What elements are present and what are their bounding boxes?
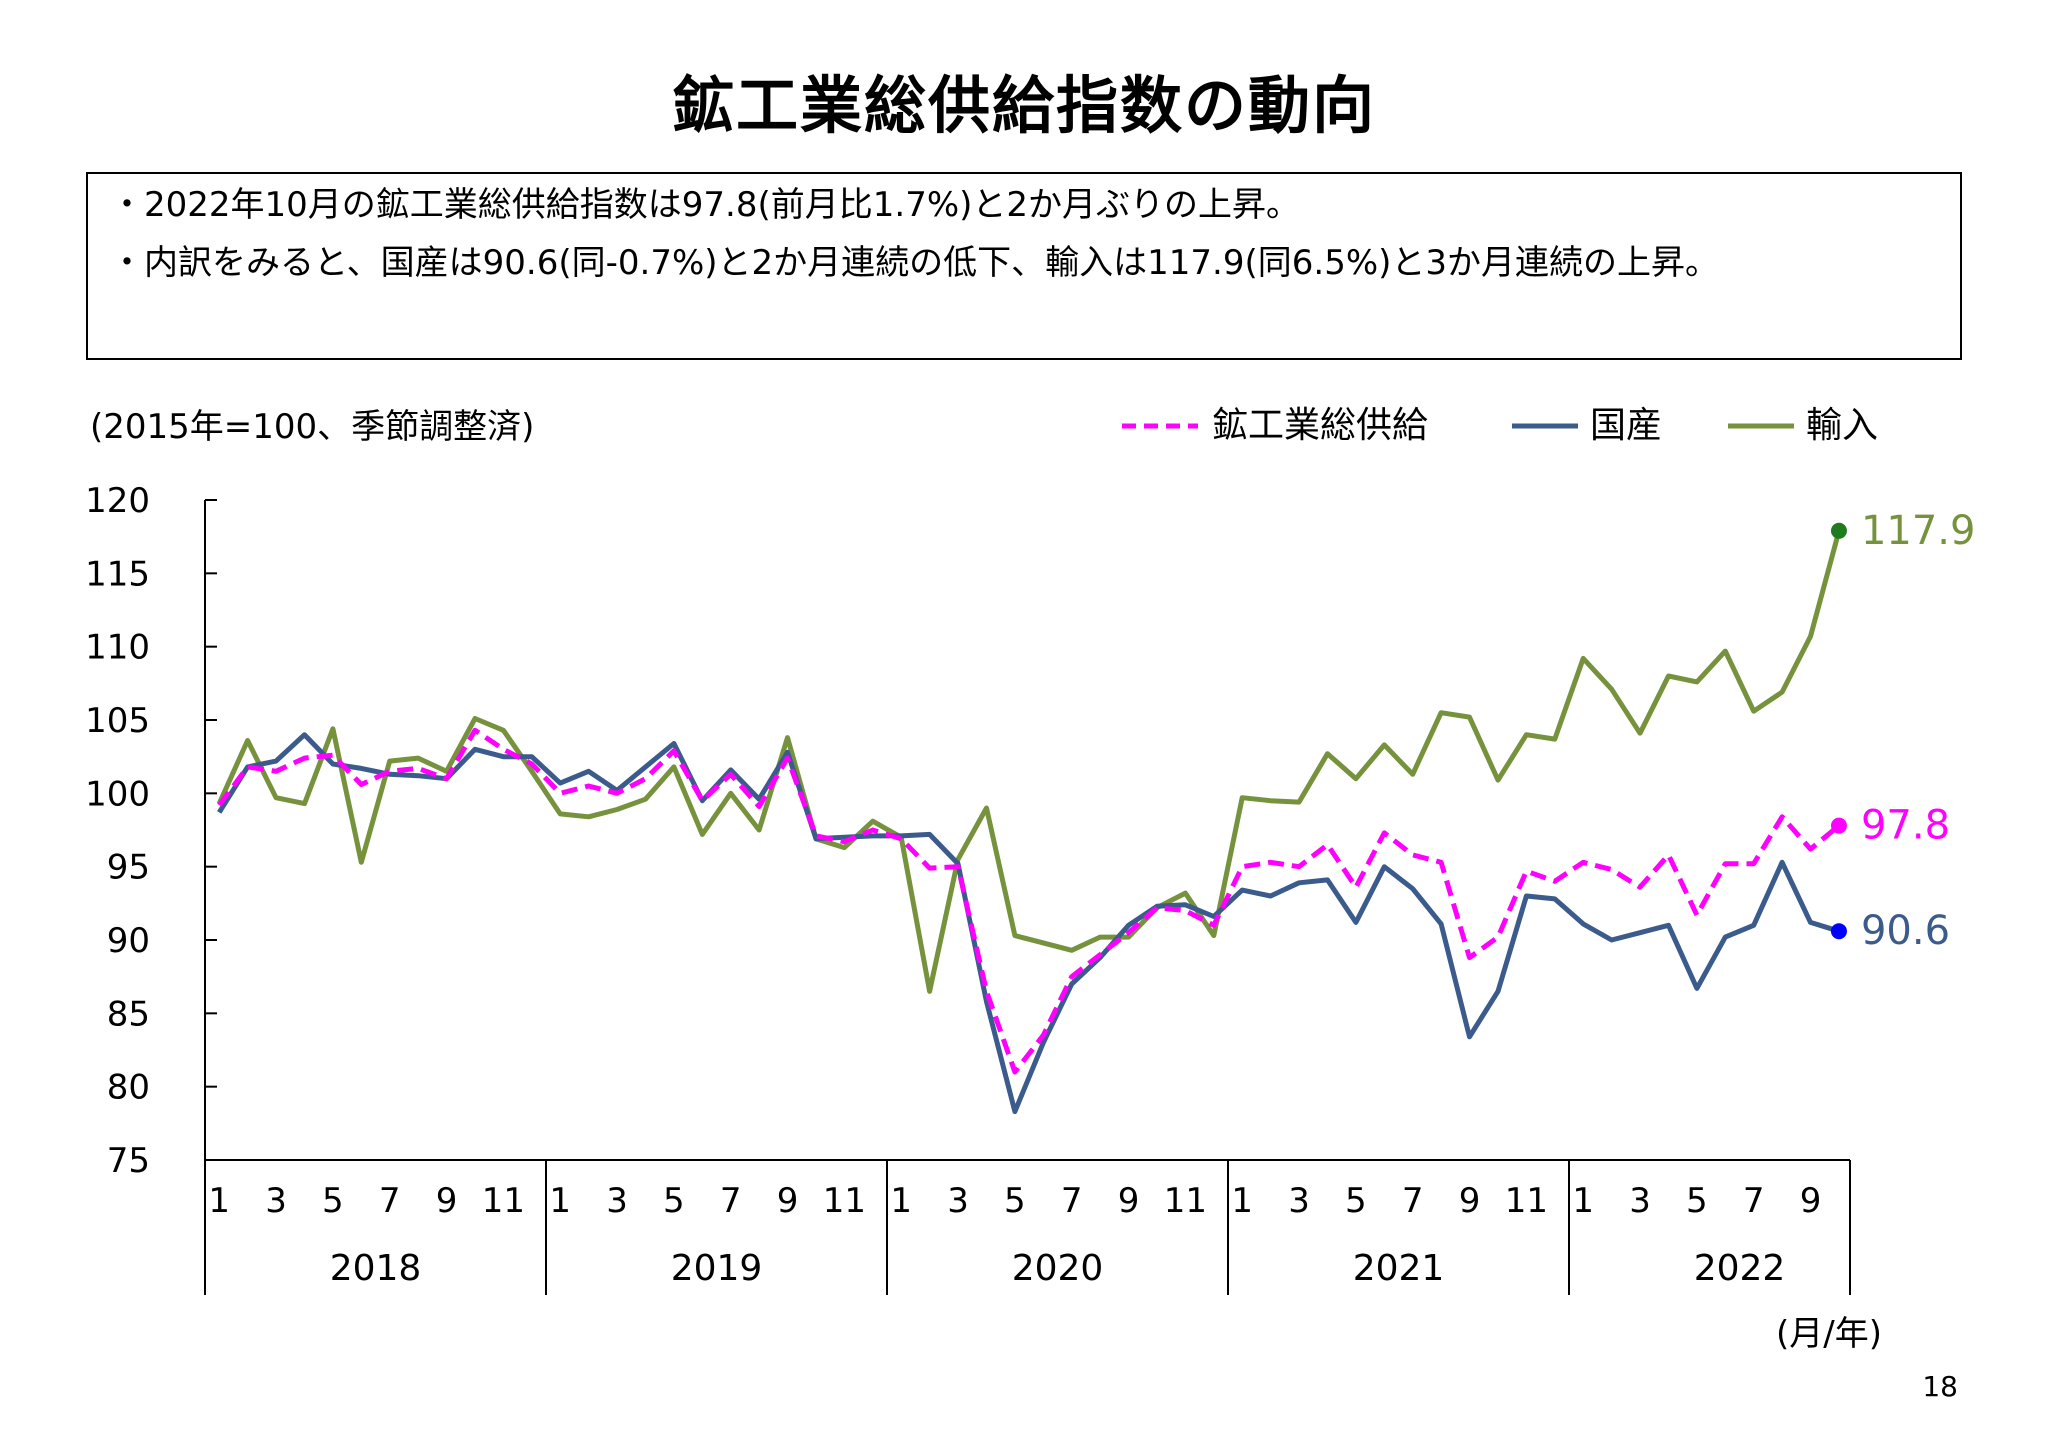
x-month-label: 3: [1629, 1181, 1651, 1221]
x-month-label: 7: [379, 1181, 401, 1221]
summary-bullet-1: ・2022年10月の鉱工業総供給指数は97.8(前月比1.7%)と2か月ぶりの上…: [110, 185, 1301, 225]
x-month-label: 1: [208, 1181, 230, 1221]
x-month-label: 5: [322, 1181, 344, 1221]
x-month-label: 7: [1743, 1181, 1765, 1221]
x-year-label: 2022: [1694, 1248, 1786, 1289]
x-month-label: 7: [720, 1181, 742, 1221]
x-month-label: 5: [1345, 1181, 1367, 1221]
x-month-label: 3: [265, 1181, 287, 1221]
series-line-total: [217, 727, 1841, 1075]
x-month-label: 1: [549, 1181, 571, 1221]
y-tick-label: 80: [107, 1068, 150, 1108]
series-line-domestic: [217, 732, 1840, 1115]
x-month-label: 9: [1459, 1181, 1481, 1221]
x-month-label: 11: [823, 1181, 866, 1221]
x-year-label: 2020: [1012, 1248, 1104, 1289]
x-month-label: 1: [890, 1181, 912, 1221]
y-tick-label: 100: [85, 774, 150, 814]
page-number: 18: [1922, 1370, 1958, 1403]
summary-box: ・2022年10月の鉱工業総供給指数は97.8(前月比1.7%)と2か月ぶりの上…: [86, 172, 1962, 360]
x-axis-unit-label: (月/年): [1776, 1314, 1882, 1354]
x-month-label: 9: [436, 1181, 458, 1221]
x-month-label: 9: [1800, 1181, 1822, 1221]
x-month-label: 9: [777, 1181, 799, 1221]
series-line-import: [216, 530, 1842, 994]
x-month-label: 3: [606, 1181, 628, 1221]
x-year-label: 2019: [671, 1248, 763, 1289]
chart-title: 鉱工業総供給指数の動向: [671, 69, 1376, 142]
end-label-domestic: 90.6: [1861, 908, 1950, 954]
x-month-label: 1: [1231, 1181, 1253, 1221]
x-year-label: 2021: [1353, 1248, 1445, 1289]
x-month-label: 3: [947, 1181, 969, 1221]
legend-swatch-import: [1728, 423, 1794, 429]
y-tick-label: 105: [85, 701, 150, 741]
x-month-label: 5: [663, 1181, 685, 1221]
x-month-label: 11: [1505, 1181, 1548, 1221]
unit-note: (2015年=100、季節調整済): [90, 407, 535, 447]
summary-bullet-2: ・内訳をみると、国産は90.6(同-0.7%)と2か月連続の低下、輸入は117.…: [110, 243, 1720, 283]
legend-swatch-domestic: [1512, 423, 1578, 429]
y-tick-label: 95: [107, 848, 150, 888]
end-marker-import: [1830, 522, 1847, 539]
end-label-total: 97.8: [1861, 803, 1950, 849]
y-tick-label: 110: [85, 628, 150, 668]
y-tick-label: 85: [107, 994, 150, 1034]
legend-swatch-total: [1122, 423, 1198, 429]
x-month-label: 11: [1164, 1181, 1207, 1221]
end-label-import: 117.9: [1861, 508, 1976, 554]
y-tick-label: 115: [85, 554, 150, 594]
x-month-label: 11: [482, 1181, 525, 1221]
x-month-label: 3: [1288, 1181, 1310, 1221]
end-marker-total: [1830, 817, 1847, 834]
x-month-label: 5: [1004, 1181, 1026, 1221]
legend-label-import: 輸入: [1806, 405, 1879, 446]
x-month-label: 7: [1061, 1181, 1083, 1221]
y-tick-label: 120: [85, 481, 150, 521]
x-month-label: 9: [1118, 1181, 1140, 1221]
x-month-label: 1: [1572, 1181, 1594, 1221]
legend-label-total: 鉱工業総供給: [1212, 405, 1429, 446]
y-tick-label: 90: [107, 921, 150, 961]
y-tick-label: 75: [107, 1141, 150, 1181]
x-year-label: 2018: [330, 1248, 422, 1289]
x-month-label: 7: [1402, 1181, 1424, 1221]
end-marker-domestic: [1830, 923, 1847, 940]
x-month-label: 5: [1686, 1181, 1708, 1221]
legend-label-domestic: 国産: [1590, 405, 1663, 446]
